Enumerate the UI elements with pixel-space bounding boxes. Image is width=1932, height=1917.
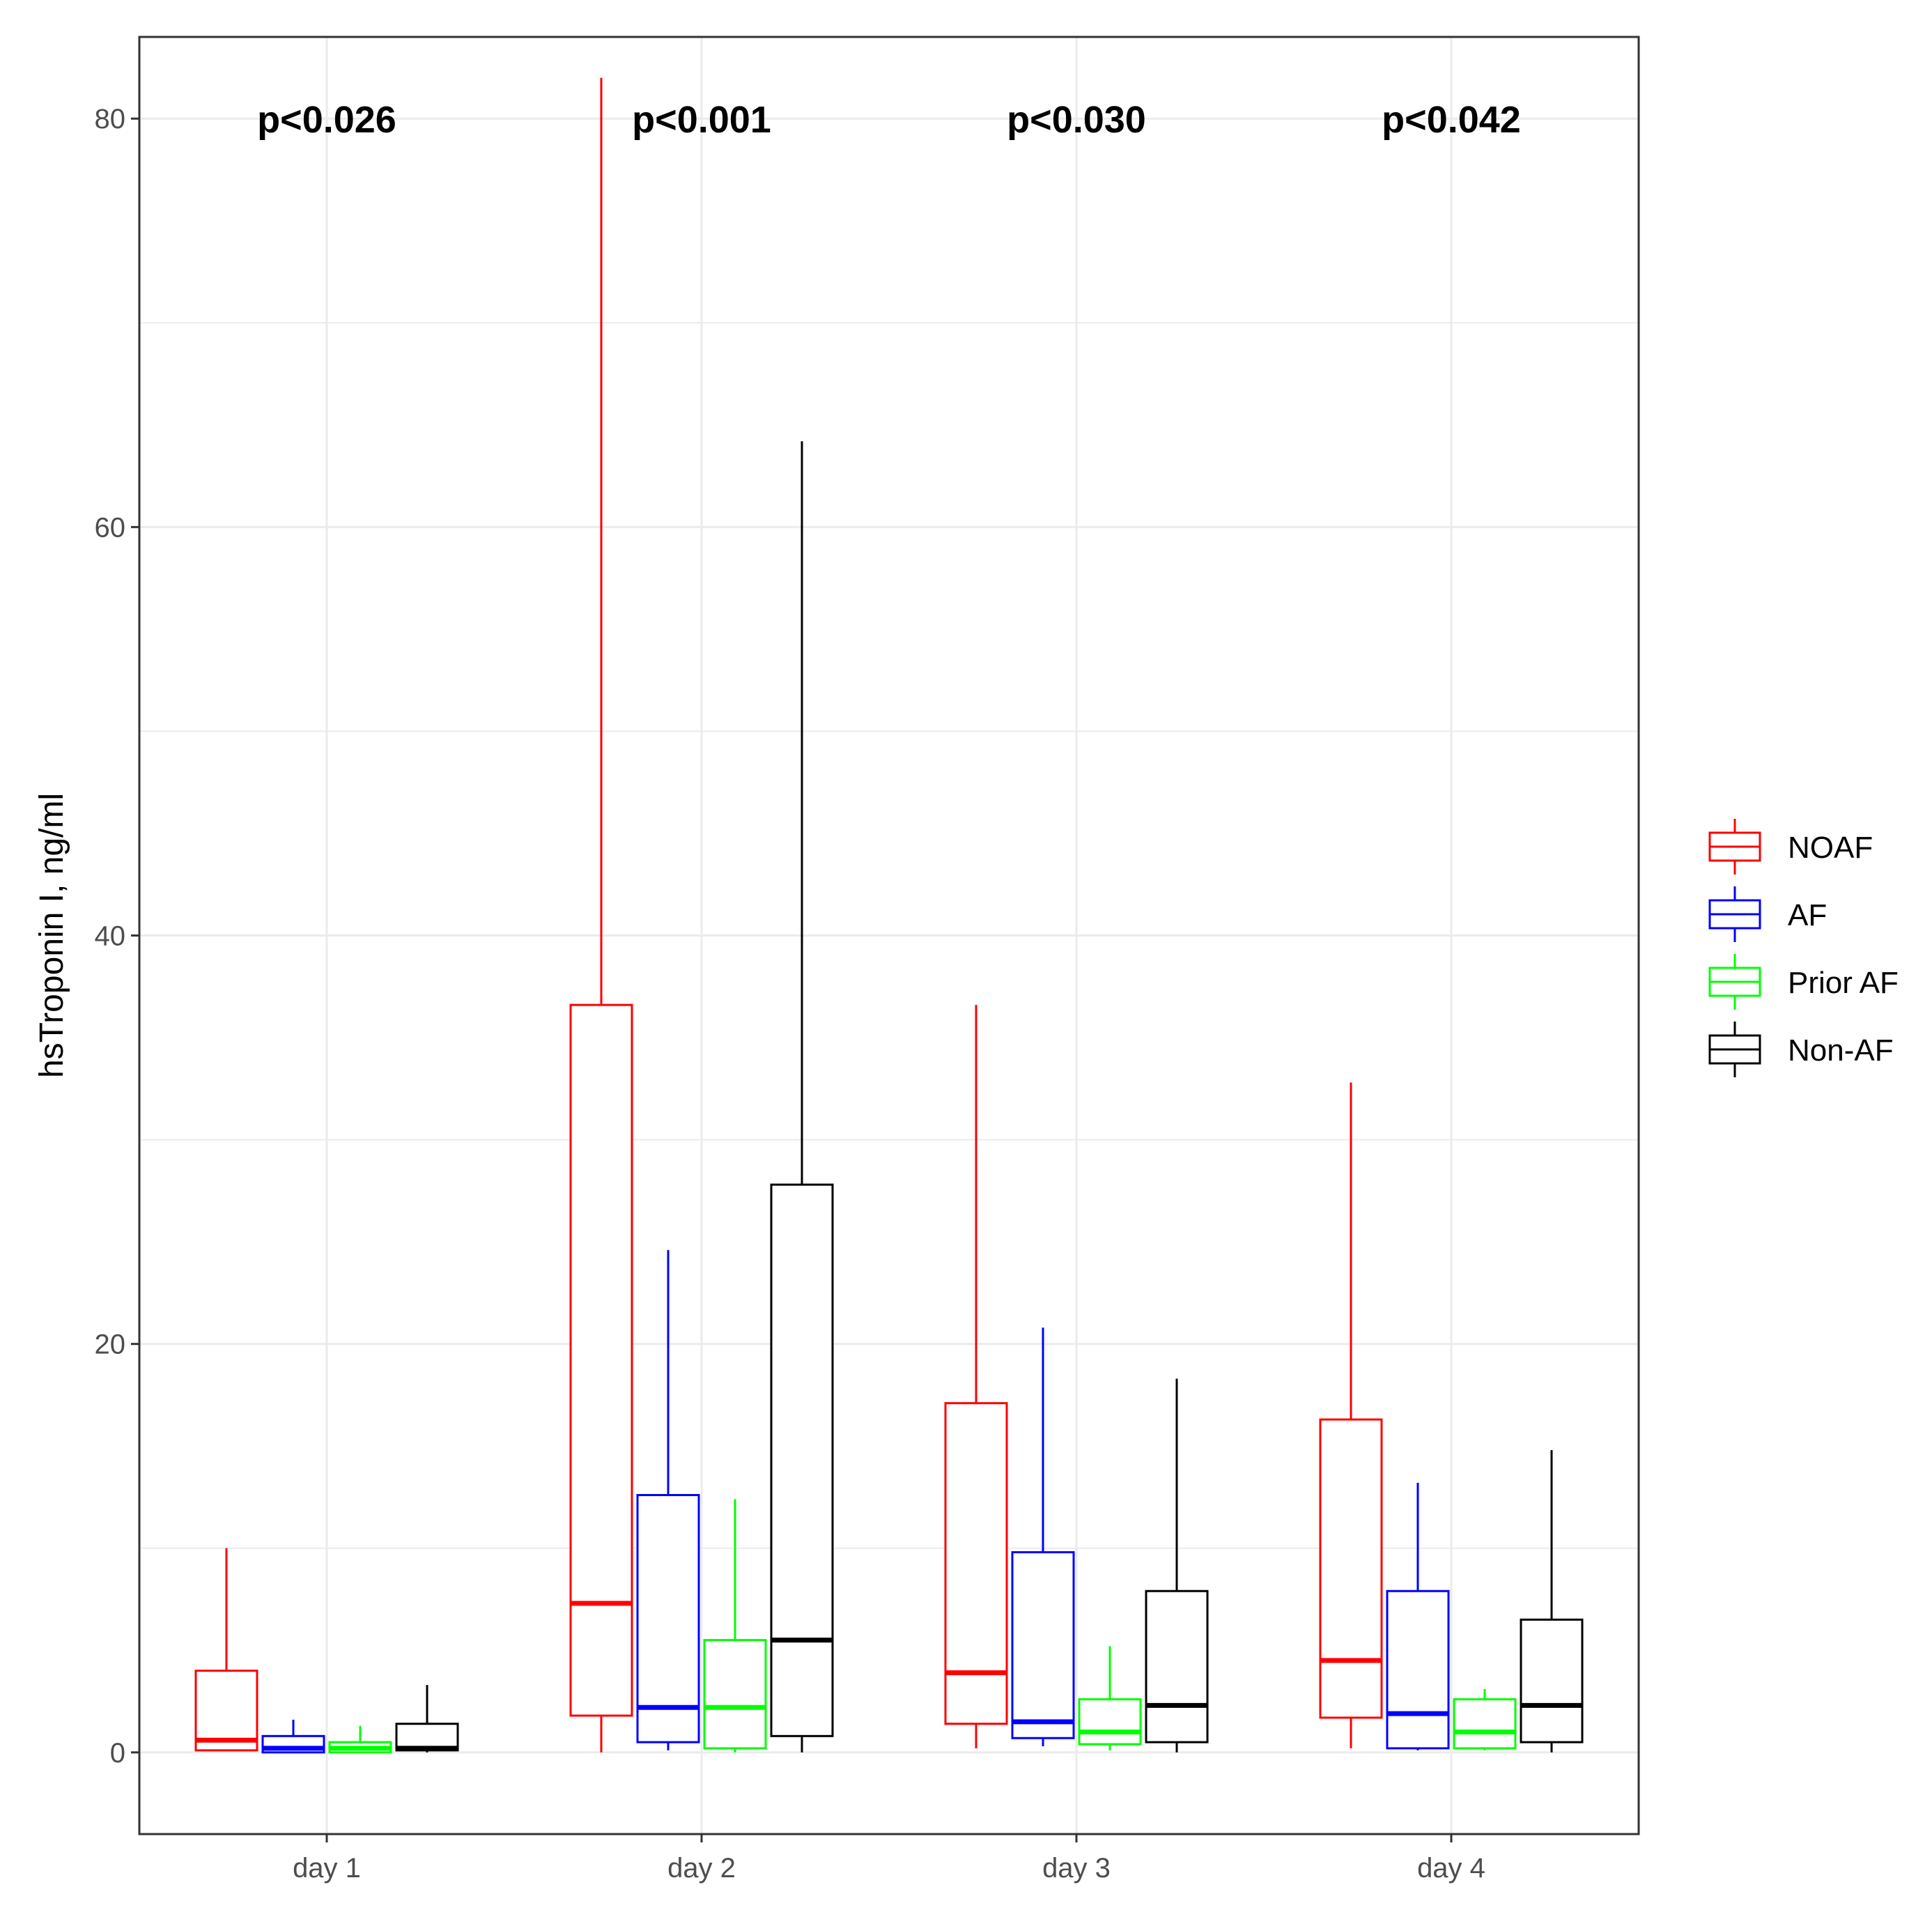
box-prior-af-3 [1078, 1646, 1142, 1750]
x-tick-label: day 2 [667, 1853, 736, 1884]
box-noaf-2 [569, 77, 633, 1753]
y-tick-label: 80 [95, 104, 126, 134]
annotations: p<0.026 p<0.001 p<0.030 p<0.042 [257, 99, 1521, 141]
x-tick-label: day 1 [293, 1853, 361, 1884]
legend: NOAF AF Prior AF Non-AF [1708, 819, 1899, 1077]
box-iqr [1145, 1589, 1209, 1743]
y-tick-label: 20 [95, 1330, 126, 1360]
y-tick-label: 0 [110, 1738, 125, 1769]
box-iqr [1386, 1589, 1450, 1750]
box-iqr [1011, 1551, 1075, 1739]
legend-label: AF [1788, 898, 1827, 932]
legend-label: Prior AF [1788, 966, 1899, 1000]
legend-label: NOAF [1788, 831, 1873, 865]
box-iqr [1453, 1698, 1517, 1750]
box-iqr [1319, 1418, 1383, 1719]
box-prior-af-4 [1453, 1688, 1517, 1750]
box-af-3 [1011, 1327, 1075, 1746]
legend-item-non-af: Non-AF [1708, 1022, 1894, 1077]
box-noaf-3 [944, 1005, 1008, 1748]
box-non-af-1 [395, 1685, 459, 1753]
box-af-1 [261, 1719, 325, 1754]
box-iqr [194, 1670, 258, 1752]
box-non-af-3 [1145, 1378, 1209, 1753]
legend-item-prior-af: Prior AF [1708, 954, 1899, 1010]
legend-item-noaf: NOAF [1708, 819, 1873, 875]
box-non-af-4 [1520, 1450, 1584, 1753]
legend-item-af: AF [1708, 886, 1827, 942]
box-non-af-2 [770, 441, 834, 1753]
box-iqr [1520, 1618, 1584, 1743]
grid [139, 37, 1639, 1834]
box-iqr [569, 1003, 633, 1717]
y-tick-label: 40 [95, 921, 126, 952]
y-axis-title: hsTroponin I, ng/ml [33, 793, 70, 1078]
box-iqr [944, 1402, 1008, 1725]
y-axis: 0 20 40 60 80 [95, 104, 139, 1769]
p-value-annotation: p<0.001 [632, 99, 771, 141]
box-noaf-4 [1319, 1082, 1383, 1748]
box-prior-af-2 [703, 1499, 767, 1753]
x-axis: day 1 day 2 day 3 day 4 [293, 1834, 1485, 1884]
box-noaf-1 [194, 1548, 258, 1752]
p-value-annotation: p<0.042 [1382, 99, 1521, 141]
box-af-2 [636, 1249, 700, 1750]
y-tick-label: 60 [95, 512, 126, 543]
boxes [194, 77, 1584, 1754]
box-af-4 [1386, 1482, 1450, 1750]
box-iqr [703, 1639, 767, 1750]
p-value-annotation: p<0.030 [1007, 99, 1146, 141]
legend-label: Non-AF [1788, 1033, 1894, 1068]
x-tick-label: day 4 [1417, 1853, 1485, 1884]
box-iqr [770, 1183, 834, 1737]
box-iqr [636, 1494, 700, 1743]
p-value-annotation: p<0.026 [257, 99, 396, 141]
x-tick-label: day 3 [1042, 1853, 1111, 1884]
box-iqr [1078, 1698, 1142, 1746]
box-prior-af-1 [328, 1725, 392, 1754]
